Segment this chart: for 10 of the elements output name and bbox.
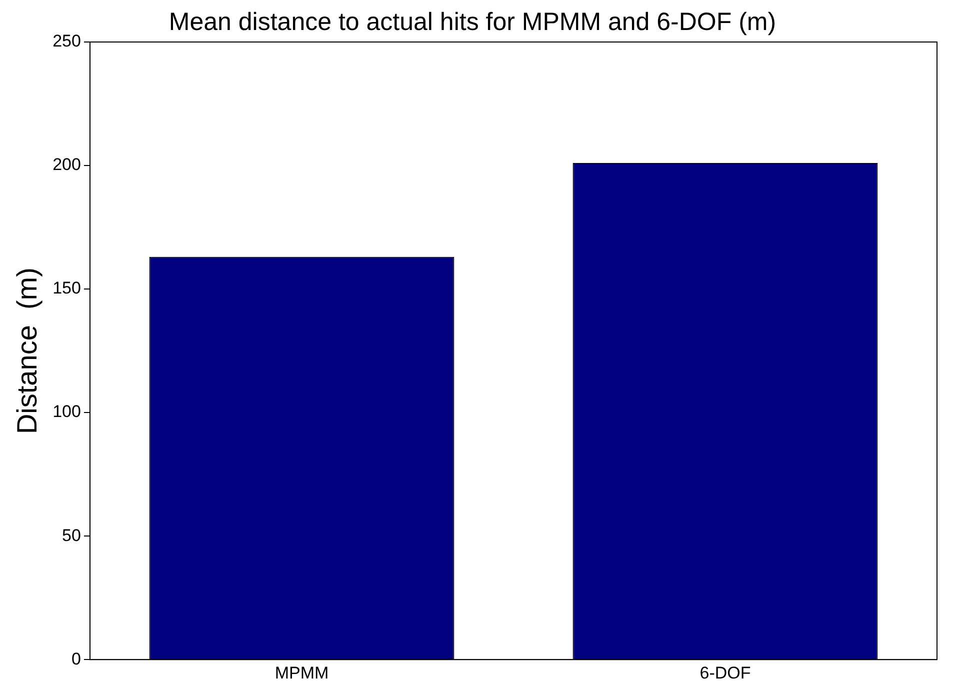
y-tick-label: 150	[52, 278, 81, 298]
y-tick-label: 200	[52, 155, 81, 174]
x-tick-label: 6-DOF	[700, 663, 751, 682]
y-tick-label: 100	[52, 402, 81, 422]
y-tick-label: 250	[52, 32, 81, 51]
y-tick-label: 50	[62, 526, 81, 545]
x-tick-label: MPMM	[274, 663, 329, 682]
y-axis-title: Distance (m)	[12, 268, 43, 434]
y-tick-label: 0	[71, 649, 81, 668]
chart-title: Mean distance to actual hits for MPMM and 6-DOF (m)	[168, 8, 776, 36]
